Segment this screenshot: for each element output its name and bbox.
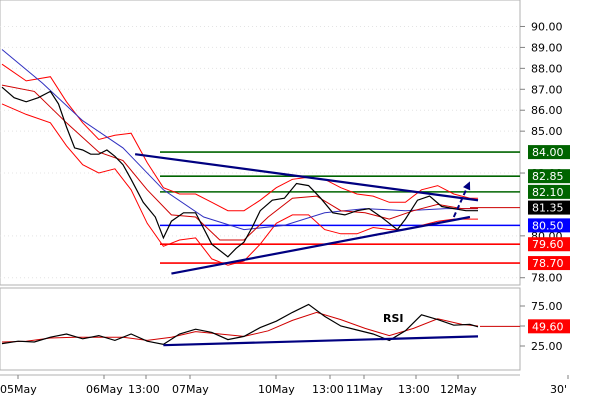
x-tick-label: 10May [258, 383, 295, 396]
y-tick-label: 87.00 [531, 83, 563, 96]
x-tick-label: 13:00 [398, 383, 430, 396]
level-labels: 84.00 82.85 82.10 81.35 80.50 79.60 78.70 49.60 [528, 145, 570, 334]
x-tick-label: 13:00 [128, 383, 160, 396]
level-label: 84.00 [532, 146, 564, 159]
y-tick-label: 88.00 [531, 62, 563, 75]
rsi-y-tick-label: 75.00 [531, 300, 563, 313]
resistance-trendline [134, 153, 479, 202]
level-label: 82.85 [532, 170, 564, 183]
main-gridlines [0, 25, 520, 279]
level-label: 78.70 [532, 257, 564, 270]
rsi-series [1, 303, 520, 347]
rsi-value-label: 49.60 [532, 320, 564, 333]
support-trendline [171, 215, 471, 275]
rsi-label: RSI [383, 312, 404, 325]
level-label-box [528, 256, 570, 271]
level-label-box [528, 184, 570, 199]
y-tick-label: 89.00 [531, 41, 563, 54]
level-label-box [528, 237, 570, 252]
x-tick-label: 30' [550, 383, 567, 396]
x-tick-label: 13:00 [312, 383, 344, 396]
rsi-trendline [163, 335, 479, 347]
price-line [1, 86, 478, 258]
x-tick-label: 05May [0, 383, 37, 396]
rsi-value-box [528, 319, 570, 334]
x-tick-label: 11May [346, 383, 383, 396]
level-label: 82.10 [532, 186, 564, 199]
y-tick-label: 90.00 [531, 20, 563, 33]
rsi-line [1, 303, 479, 346]
level-label-box [528, 200, 570, 215]
y-tick-label: 85.00 [531, 125, 563, 138]
level-label-box [528, 169, 570, 184]
x-tick-label: 12May [440, 383, 477, 396]
rsi-y-tick-label: 25.00 [531, 340, 563, 353]
bollinger-upper-line [1, 63, 478, 212]
horizontal-levels [160, 151, 520, 264]
moving-average-blue-line [1, 49, 478, 231]
projection-arrow-head [463, 181, 471, 191]
main-panel-frame [0, 0, 521, 286]
level-label: 80.50 [532, 219, 564, 232]
y-tick-label: 86.00 [531, 104, 563, 117]
main-trendlines [134, 153, 479, 275]
x-tick-label: 06May [86, 383, 123, 396]
x-tick-label: 07May [172, 383, 209, 396]
level-label: 79.60 [532, 238, 564, 251]
level-label-box [528, 145, 570, 160]
level-label: 81.35 [532, 202, 564, 215]
y-tick-label: 78.00 [531, 272, 563, 285]
rsi-panel-frame [0, 287, 521, 371]
level-label-box [528, 218, 570, 233]
x-axis-ticks: 05May 06May 13:00 07May 10May 13:00 11May 13:00… [0, 375, 569, 396]
